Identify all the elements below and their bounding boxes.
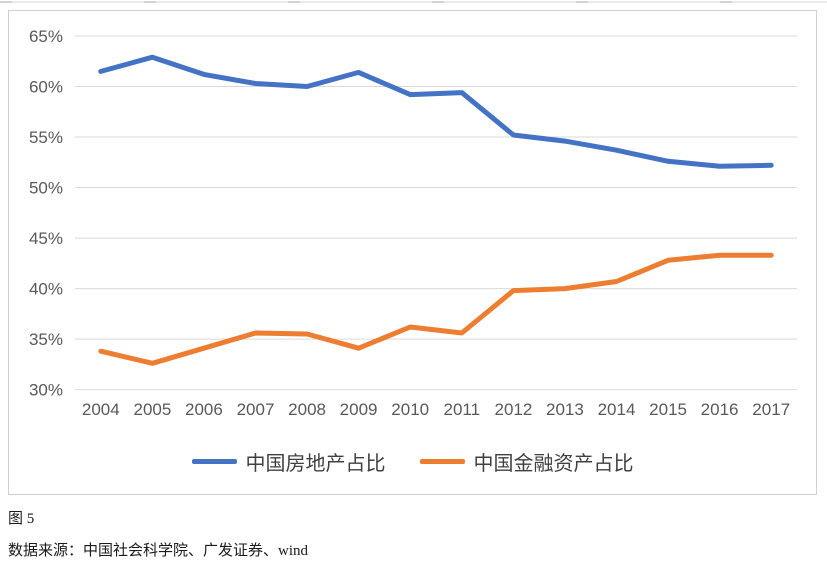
x-axis-tick-label: 2009 — [340, 400, 378, 419]
x-axis-tick-label: 2004 — [82, 400, 120, 419]
x-axis-tick-label: 2017 — [752, 400, 790, 419]
x-axis-tick-label: 2015 — [649, 400, 687, 419]
y-axis-tick-label: 55% — [29, 128, 63, 147]
y-axis-tick-label: 65% — [29, 27, 63, 46]
x-axis-tick-label: 2006 — [185, 400, 223, 419]
legend-swatch-china-real-estate-share — [191, 458, 237, 464]
figure-caption: 图 5 — [8, 511, 35, 527]
x-axis-tick-label: 2013 — [546, 400, 584, 419]
plot-svg: 65% 60% 55% 50% 45% 40% 35% 30% 2004 2005 2006 2007… — [29, 27, 797, 419]
x-axis-tick-label: 2008 — [288, 400, 326, 419]
data-source: 数据来源：中国社会科学院、广发证券、wind — [8, 543, 309, 559]
y-axis-tick-label: 35% — [29, 330, 63, 349]
x-axis-tick-label: 2005 — [133, 400, 171, 419]
y-axis-tick-label: 50% — [29, 179, 63, 198]
x-axis-tick-label: 2016 — [701, 400, 739, 419]
legend-label-china-financial-assets-share: 中国金融资产占比 — [473, 452, 634, 475]
legend-item-china-real-estate-share: 中国房地产占比 — [191, 447, 386, 476]
series-line-china-real-estate-share — [98, 54, 774, 169]
y-axis-tick-label: 60% — [29, 78, 63, 97]
x-axis-tick-label: 2012 — [494, 400, 532, 419]
y-axis-tick-label: 30% — [29, 381, 63, 400]
x-axis-tick-label: 2011 — [444, 400, 481, 419]
legend-item-china-financial-assets-share: 中国金融资产占比 — [419, 447, 634, 476]
legend-swatch-china-financial-assets-share — [419, 458, 465, 464]
x-axis-tick-label: 2007 — [237, 400, 275, 419]
x-axis-tick-label: 2014 — [598, 400, 636, 419]
y-axis-tick-label: 45% — [29, 229, 63, 248]
y-axis-tick-label: 40% — [29, 280, 63, 299]
line-chart: 65% 60% 55% 50% 45% 40% 35% 30% 2004 2005 2006 2007… — [8, 10, 817, 495]
chart-legend: 中国房地产占比 中国金融资产占比 — [9, 443, 816, 479]
top-edge-artifact — [0, 1, 827, 3]
legend-label-china-real-estate-share: 中国房地产占比 — [245, 452, 386, 475]
series-line-china-financial-assets-share — [98, 252, 774, 366]
x-axis-tick-label: 2010 — [391, 400, 429, 419]
